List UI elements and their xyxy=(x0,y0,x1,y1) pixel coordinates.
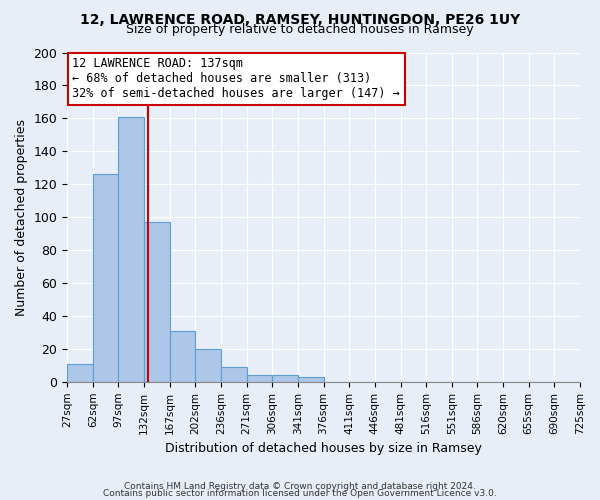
Bar xyxy=(118,116,144,382)
Bar xyxy=(247,375,272,382)
Bar xyxy=(93,174,118,382)
Text: Contains public sector information licensed under the Open Government Licence v3: Contains public sector information licen… xyxy=(103,490,497,498)
Bar xyxy=(272,375,298,382)
Bar xyxy=(67,364,93,382)
Bar xyxy=(144,222,170,382)
Text: 12, LAWRENCE ROAD, RAMSEY, HUNTINGDON, PE26 1UY: 12, LAWRENCE ROAD, RAMSEY, HUNTINGDON, P… xyxy=(80,12,520,26)
Bar xyxy=(170,331,196,382)
Bar xyxy=(298,377,323,382)
Y-axis label: Number of detached properties: Number of detached properties xyxy=(15,118,28,316)
Bar xyxy=(221,367,247,382)
Bar xyxy=(196,349,221,382)
Text: Size of property relative to detached houses in Ramsey: Size of property relative to detached ho… xyxy=(126,22,474,36)
X-axis label: Distribution of detached houses by size in Ramsey: Distribution of detached houses by size … xyxy=(165,442,482,455)
Text: 12 LAWRENCE ROAD: 137sqm
← 68% of detached houses are smaller (313)
32% of semi-: 12 LAWRENCE ROAD: 137sqm ← 68% of detach… xyxy=(72,58,400,100)
Text: Contains HM Land Registry data © Crown copyright and database right 2024.: Contains HM Land Registry data © Crown c… xyxy=(124,482,476,491)
